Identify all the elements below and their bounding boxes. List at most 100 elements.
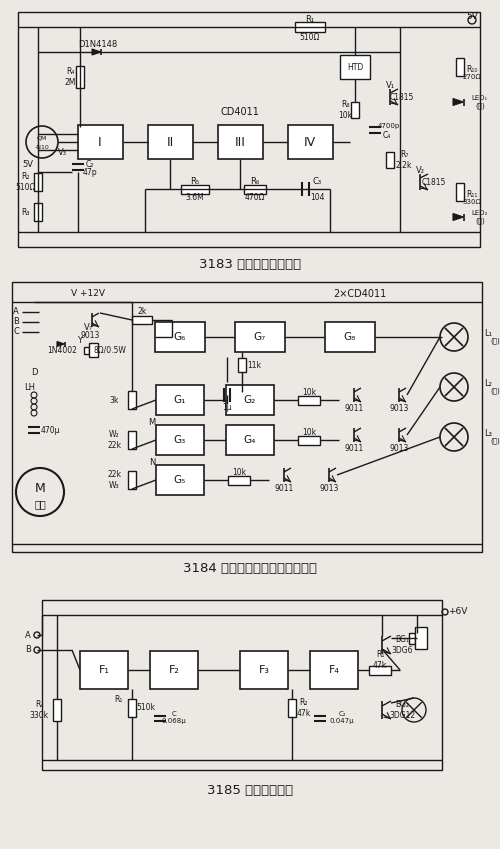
Text: LED₂
(绿): LED₂ (绿) [472, 211, 488, 224]
Bar [218, 125, 262, 159]
Text: C1815: C1815 [390, 93, 414, 102]
Text: 8Ω/0.5W: 8Ω/0.5W [94, 346, 126, 355]
Text: 330Ω: 330Ω [462, 199, 481, 205]
Text: R₈
10k: R₈ 10k [338, 100, 352, 120]
Text: F₂: F₂ [168, 665, 179, 675]
Text: -N10: -N10 [34, 144, 50, 149]
Text: 470µ: 470µ [40, 425, 60, 435]
Text: A: A [13, 307, 19, 317]
Text: II: II [166, 136, 173, 149]
Bar [78, 125, 122, 159]
Text: R₃: R₃ [22, 207, 30, 216]
Text: 9013: 9013 [390, 403, 408, 413]
Text: C
0.068µ: C 0.068µ [162, 711, 186, 724]
Text: HTD: HTD [347, 63, 363, 71]
Text: +6V: +6V [448, 608, 468, 616]
Text: V₇: V₇ [84, 323, 92, 333]
Text: V₁: V₁ [386, 81, 394, 89]
Bar [310, 651, 358, 689]
Text: 10k: 10k [232, 468, 246, 476]
Text: G₃: G₃ [174, 435, 186, 445]
Text: (红): (红) [490, 338, 500, 345]
Text: Rₐ
330k: Rₐ 330k [30, 700, 48, 720]
Bar [369, 666, 391, 674]
Bar [288, 699, 296, 717]
Bar [240, 651, 288, 689]
Polygon shape [453, 98, 464, 105]
Text: G₂: G₂ [244, 395, 256, 405]
Text: W₂
22k: W₂ 22k [107, 430, 121, 450]
Bar [351, 102, 359, 118]
Text: R₁: R₁ [306, 14, 314, 24]
Text: 3185 多用途报警器: 3185 多用途报警器 [207, 784, 293, 796]
Text: F₄: F₄ [328, 665, 340, 675]
Text: R₅: R₅ [190, 177, 200, 185]
Text: G₄: G₄ [244, 435, 256, 445]
Text: G₈: G₈ [344, 332, 356, 342]
Text: 9011: 9011 [274, 483, 293, 492]
Text: 22k
W₃: 22k W₃ [107, 470, 121, 490]
Bar [128, 699, 136, 717]
Bar [155, 322, 205, 352]
Text: 2k: 2k [138, 307, 146, 317]
Text: R₁
47k: R₁ 47k [373, 650, 387, 670]
Text: N: N [149, 458, 155, 466]
Text: III: III [234, 136, 246, 149]
Text: 11k: 11k [247, 361, 261, 369]
Bar [226, 425, 274, 455]
Text: V +12V: V +12V [71, 290, 105, 299]
Text: 10k: 10k [302, 387, 316, 396]
Text: 5V: 5V [466, 12, 478, 20]
Polygon shape [57, 341, 64, 346]
Bar [295, 22, 325, 32]
Bar [456, 183, 464, 201]
Text: G₅: G₅ [174, 475, 186, 485]
Text: 3.6M: 3.6M [186, 193, 204, 201]
Bar [226, 385, 274, 415]
Text: D1N4148: D1N4148 [78, 40, 118, 48]
Text: C₂: C₂ [86, 160, 94, 168]
Text: 9013: 9013 [80, 331, 100, 340]
Text: 10k: 10k [302, 428, 316, 436]
Text: BG₁
3DG6: BG₁ 3DG6 [391, 635, 413, 655]
Text: (绿): (绿) [490, 438, 500, 444]
Text: G₆: G₆ [174, 332, 186, 342]
Polygon shape [453, 213, 464, 221]
Text: G₁: G₁ [174, 395, 186, 405]
Text: B: B [13, 318, 19, 327]
Text: 4700p: 4700p [378, 123, 400, 129]
Bar [298, 436, 320, 445]
Bar [132, 316, 152, 324]
Bar [128, 471, 136, 489]
Bar [325, 322, 375, 352]
Text: A: A [25, 631, 31, 639]
Text: 1µ: 1µ [222, 402, 232, 412]
Text: R₁: R₁ [114, 695, 122, 705]
Text: 3184 电机工作状态声光警示电路: 3184 电机工作状态声光警示电路 [183, 561, 317, 575]
Bar [150, 651, 198, 689]
Bar [128, 391, 136, 409]
Text: R₇
2.2k: R₇ 2.2k [396, 150, 412, 170]
Text: C₃: C₃ [312, 177, 322, 185]
Bar [148, 125, 192, 159]
Text: F₃: F₃ [258, 665, 270, 675]
Text: 2×CD4011: 2×CD4011 [334, 289, 386, 299]
Text: 270Ω: 270Ω [462, 74, 481, 80]
Text: 9013: 9013 [320, 483, 338, 492]
Text: 470Ω: 470Ω [245, 193, 265, 201]
Text: C: C [13, 328, 19, 336]
Text: 3k: 3k [110, 396, 118, 404]
Bar [340, 55, 370, 79]
Bar [76, 66, 84, 88]
Text: F₁: F₁ [98, 665, 110, 675]
Polygon shape [415, 627, 427, 649]
Text: 510k: 510k [136, 704, 156, 712]
Bar [156, 425, 204, 455]
Text: 104: 104 [310, 193, 324, 201]
Text: R₄
2M: R₄ 2M [64, 67, 76, 87]
Text: Y: Y [78, 335, 82, 345]
Text: R₁₀: R₁₀ [466, 65, 478, 74]
Text: 47p: 47p [82, 167, 98, 177]
Bar [386, 152, 394, 168]
Bar [156, 465, 204, 495]
